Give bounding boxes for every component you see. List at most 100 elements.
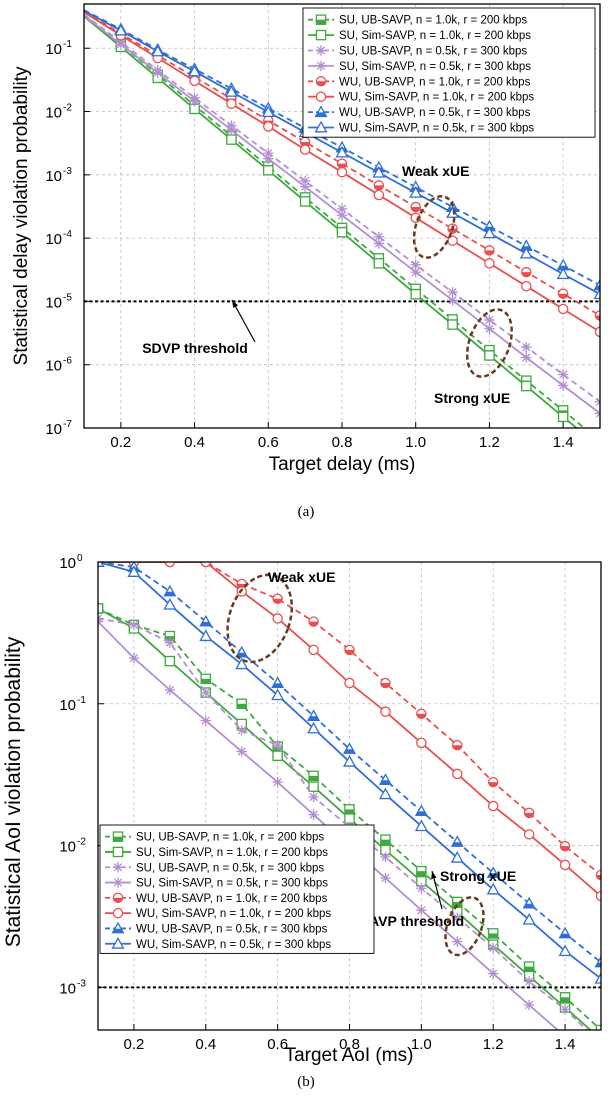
point-b-5-8	[380, 706, 391, 717]
legend-a: SU, UB-SAVP, n = 1.0k, r = 200 kbps SU, S…	[302, 7, 596, 138]
point-b-1-7	[344, 813, 355, 824]
point-b-0-6-fill	[308, 775, 319, 781]
point-a-2-13	[557, 369, 569, 380]
point-a-2-5	[263, 147, 274, 159]
point-b-2-1	[128, 619, 140, 631]
point-a-2-10	[447, 286, 458, 298]
annotation-label-a-1: Strong xUE	[434, 390, 510, 406]
x-tick-label-b-4: 1.0	[411, 1036, 432, 1053]
point-b-3-12	[523, 999, 535, 1011]
y-tick-exp-b-2: -1	[77, 695, 86, 706]
point-a-2-8	[373, 231, 385, 242]
point-a-4-8-fill	[374, 185, 384, 191]
point-b-7-14	[594, 971, 601, 984]
point-b-3-10	[452, 936, 463, 947]
point-a-3-6	[299, 181, 311, 192]
point-a-0-14	[595, 437, 604, 446]
x-tick-label-b-6: 1.4	[555, 1036, 576, 1053]
x-axis-label-a: Target delay (ms)	[269, 454, 416, 475]
point-b-0-14	[595, 1024, 601, 1030]
point-b-6-8-fill	[380, 780, 391, 785]
point-b-2-5	[272, 740, 283, 751]
point-b-2-6	[308, 791, 319, 803]
point-a-4-12-fill	[521, 272, 531, 277]
point-a-3-1	[115, 39, 127, 50]
point-a-5-13	[557, 303, 569, 315]
point-a-2-9	[410, 259, 421, 270]
point-b-3-6	[308, 809, 319, 820]
annotation-ellipse-b-1	[444, 896, 485, 957]
threshold-arrow-a	[231, 299, 256, 343]
annotation-label-b-0: Weak xUE	[268, 569, 335, 585]
point-a-1-11	[484, 350, 495, 361]
point-a-5-8	[373, 189, 385, 201]
point-a-1-6	[299, 196, 311, 207]
legend-marker-a-7	[314, 120, 328, 133]
x-tick-label-b-0: 0.2	[123, 1036, 144, 1053]
legend-label-b-6: WU, UB-SAVP, n = 0.5k, r = 300 kbps	[136, 923, 328, 935]
point-a-5-11	[484, 258, 495, 269]
point-a-3-5	[263, 153, 274, 164]
legend-label-a-1: SU, Sim-SAVP, n = 1.0k, r = 200 kbps	[339, 30, 531, 42]
y-tick-exp-b-3: 0	[77, 553, 83, 564]
point-b-3-11	[488, 968, 499, 979]
annotation-label-b-1: Strong xUE	[440, 868, 516, 884]
point-b-6-10-fill	[451, 842, 463, 847]
point-b-7-5	[271, 688, 285, 701]
y-tick-label-a-3: 10	[45, 231, 62, 248]
point-b-4-8-fill	[380, 683, 391, 688]
point-b-0-7-fill	[344, 809, 355, 814]
point-b-2-11	[488, 942, 499, 954]
point-b-7-4	[235, 657, 249, 670]
point-a-1-14	[595, 442, 604, 451]
point-a-1-8	[373, 258, 385, 269]
y-tick-exp-a-6: -1	[63, 39, 72, 50]
legend-marker-b-5	[112, 907, 124, 919]
point-b-0-12-fill	[524, 966, 534, 972]
annotations-b: SAVP threshold Weak xUE Strong xUE	[226, 569, 516, 957]
point-a-7-1	[114, 23, 128, 36]
point-b-7-1	[127, 565, 141, 577]
legend-label-a-7: WU, Sim-SAVP, n = 0.5k, r = 300 kbps	[339, 123, 534, 135]
panel-a: 0.2 0.4 0.6 0.8 1.0 1.2 1.410-710-610-510 -410-…	[11, 3, 604, 520]
point-a-5-3	[189, 75, 200, 87]
annotation-label-a-0: Weak xUE	[402, 163, 469, 179]
point-b-6-14-fill	[595, 962, 601, 967]
point-b-6-11-fill	[487, 873, 499, 878]
point-b-0-11-fill	[488, 933, 498, 939]
point-a-5-14	[594, 326, 600, 338]
point-b-2-14	[596, 1039, 606, 1049]
series-b-6	[98, 562, 601, 968]
point-a-5-4	[226, 98, 237, 109]
x-tick-label-a-3: 0.8	[332, 434, 353, 451]
point-b-0-8-fill	[380, 839, 391, 845]
point-a-7-5	[261, 105, 275, 118]
point-b-5-10	[452, 768, 463, 780]
point-a-3-10	[447, 295, 458, 306]
point-b-6-4-fill	[236, 652, 248, 657]
point-a-3-4	[226, 124, 237, 136]
point-b-7-0	[98, 562, 105, 567]
point-a-1-5	[263, 165, 274, 176]
y-tick-label-b-3: 10	[59, 555, 76, 572]
annotation-ellipse-a-1	[465, 308, 513, 378]
point-a-0-14-fill	[595, 441, 604, 446]
y-tick-exp-a-1: -6	[63, 356, 72, 367]
y-tick-label-a-5: 10	[45, 105, 62, 122]
legend-marker-a-6-fill	[315, 112, 327, 117]
x-tick-label-a-1: 0.4	[184, 434, 205, 451]
y-tick-exp-b-0: -3	[77, 978, 86, 989]
y-tick-label-a-6: 10	[45, 41, 62, 58]
point-a-4-13-fill	[558, 293, 568, 299]
point-b-6-12-fill	[523, 903, 535, 908]
y-tick-label-a-2: 10	[45, 294, 62, 311]
point-b-1-5	[272, 750, 283, 761]
point-a-7-13	[556, 267, 570, 280]
point-a-6-14-fill	[594, 285, 600, 290]
point-b-4-10-fill	[452, 745, 462, 750]
point-b-3-9	[416, 904, 427, 916]
y-tick-exp-a-2: -5	[63, 292, 72, 303]
point-a-7-8	[372, 165, 386, 178]
legend-marker-b-0-fill	[113, 836, 123, 842]
